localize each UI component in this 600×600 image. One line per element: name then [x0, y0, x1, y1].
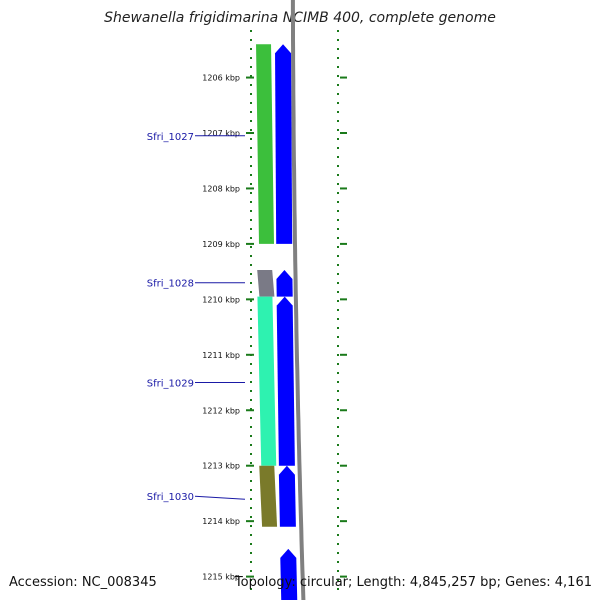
gene-leader-Sfri_1030: [194, 495, 246, 500]
gene-block-Sfri_1027: [256, 44, 274, 244]
gene-block-Sfri_1030: [259, 465, 278, 527]
tick-label: 1213 kbp: [202, 462, 240, 471]
gene-block-Sfri_1029: [257, 296, 277, 466]
tick-label: 1209 kbp: [202, 240, 240, 249]
forward-feature-5: [280, 548, 298, 600]
accession-label: Accession: NC_008345: [9, 575, 157, 590]
tick-label: 1206 kbp: [202, 74, 240, 83]
map-title: Shewanella frigidimarina NCIMB 400, comp…: [104, 10, 496, 26]
forward-feature-2: [276, 269, 293, 297]
gene-label-Sfri_1030: Sfri_1030: [147, 492, 194, 503]
gene-label-Sfri_1027: Sfri_1027: [147, 132, 194, 143]
tick-label: 1212 kbp: [202, 406, 240, 415]
gene-label-Sfri_1029: Sfri_1029: [147, 379, 194, 390]
gene-label-Sfri_1028: Sfri_1028: [147, 279, 194, 290]
tick-label: 1214 kbp: [202, 517, 240, 526]
tick-label: 1208 kbp: [202, 184, 240, 193]
backbone-arc: [290, 0, 306, 600]
tick-label: 1210 kbp: [202, 295, 240, 304]
tick-label: 1215 kbp: [202, 573, 240, 582]
forward-feature-1: [275, 44, 293, 244]
tick-label: 1207 kbp: [202, 129, 240, 138]
forward-feature-4: [278, 465, 296, 527]
tick-label: 1211 kbp: [202, 351, 240, 360]
forward-feature-3: [276, 296, 295, 466]
gene-block-Sfri_1028: [257, 269, 275, 297]
summary-label: Topology: circular; Length: 4,845,257 bp…: [234, 575, 592, 590]
